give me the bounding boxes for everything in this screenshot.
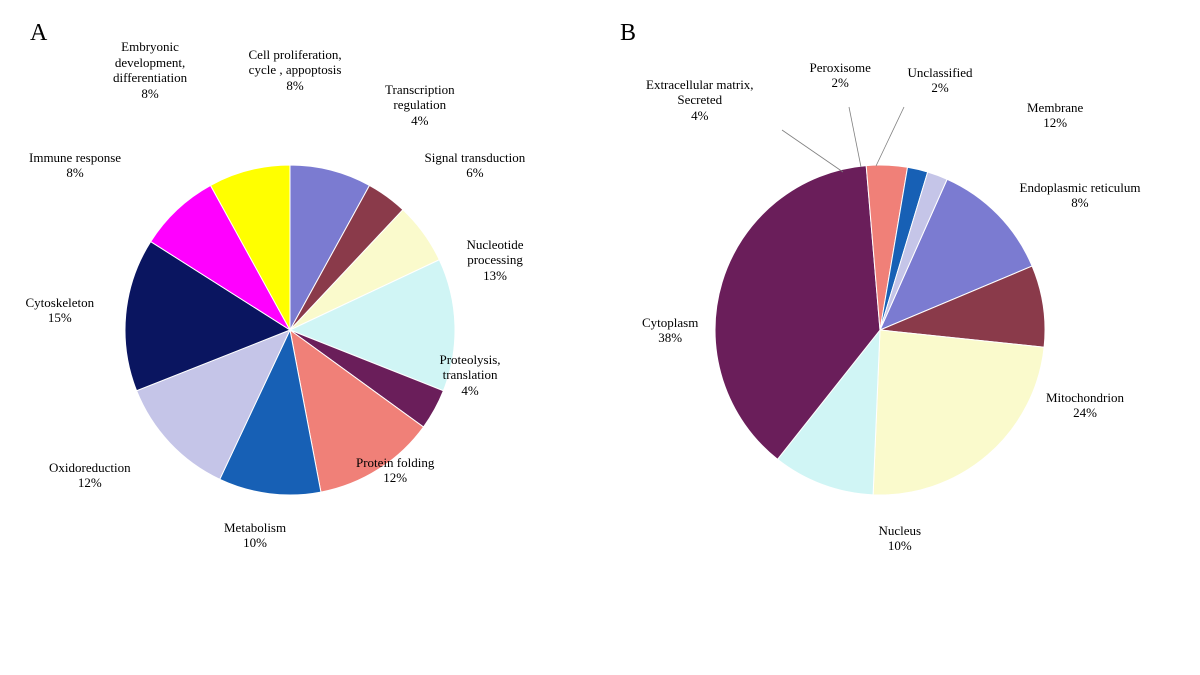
slice-label-b-1: Endoplasmic reticulum 8% bbox=[1020, 180, 1141, 211]
slice-label-a-0: Cell proliferation, cycle , appoptosis 8… bbox=[249, 47, 342, 94]
slice-label-a-9: Immune response 8% bbox=[29, 150, 121, 181]
slice-label-a-2: Signal transduction 6% bbox=[425, 150, 526, 181]
slice-label-a-1: Transcription regulation 4% bbox=[385, 82, 455, 129]
slice-label-b-5: Extracellular matrix, Secreted 4% bbox=[646, 77, 754, 124]
slice-label-b-3: Nucleus 10% bbox=[879, 523, 922, 554]
leader-line-b-1 bbox=[876, 107, 904, 166]
slice-label-a-3: Nucleotide processing 13% bbox=[467, 237, 524, 284]
slice-label-a-8: Cytoskeleton 15% bbox=[26, 295, 95, 326]
slice-label-b-4: Cytoplasm 38% bbox=[642, 315, 698, 346]
leader-line-b-2 bbox=[782, 130, 843, 172]
slice-label-b-6: Peroxisome 2% bbox=[810, 60, 871, 91]
leader-line-b-0 bbox=[849, 107, 861, 167]
pie-slice-b-2 bbox=[873, 330, 1044, 495]
slice-label-b-2: Mitochondrion 24% bbox=[1046, 390, 1124, 421]
slice-label-b-7: Unclassified 2% bbox=[908, 65, 973, 96]
slice-label-b-0: Membrane 12% bbox=[1027, 100, 1083, 131]
slice-label-a-7: Oxidoreduction 12% bbox=[49, 460, 131, 491]
slice-label-a-5: Protein folding 12% bbox=[356, 455, 434, 486]
slice-label-a-6: Metabolism 10% bbox=[224, 520, 286, 551]
slice-label-a-10: Embryonic development, differentiation 8… bbox=[113, 39, 187, 101]
slice-label-a-4: Proteolysis, translation 4% bbox=[440, 352, 501, 399]
